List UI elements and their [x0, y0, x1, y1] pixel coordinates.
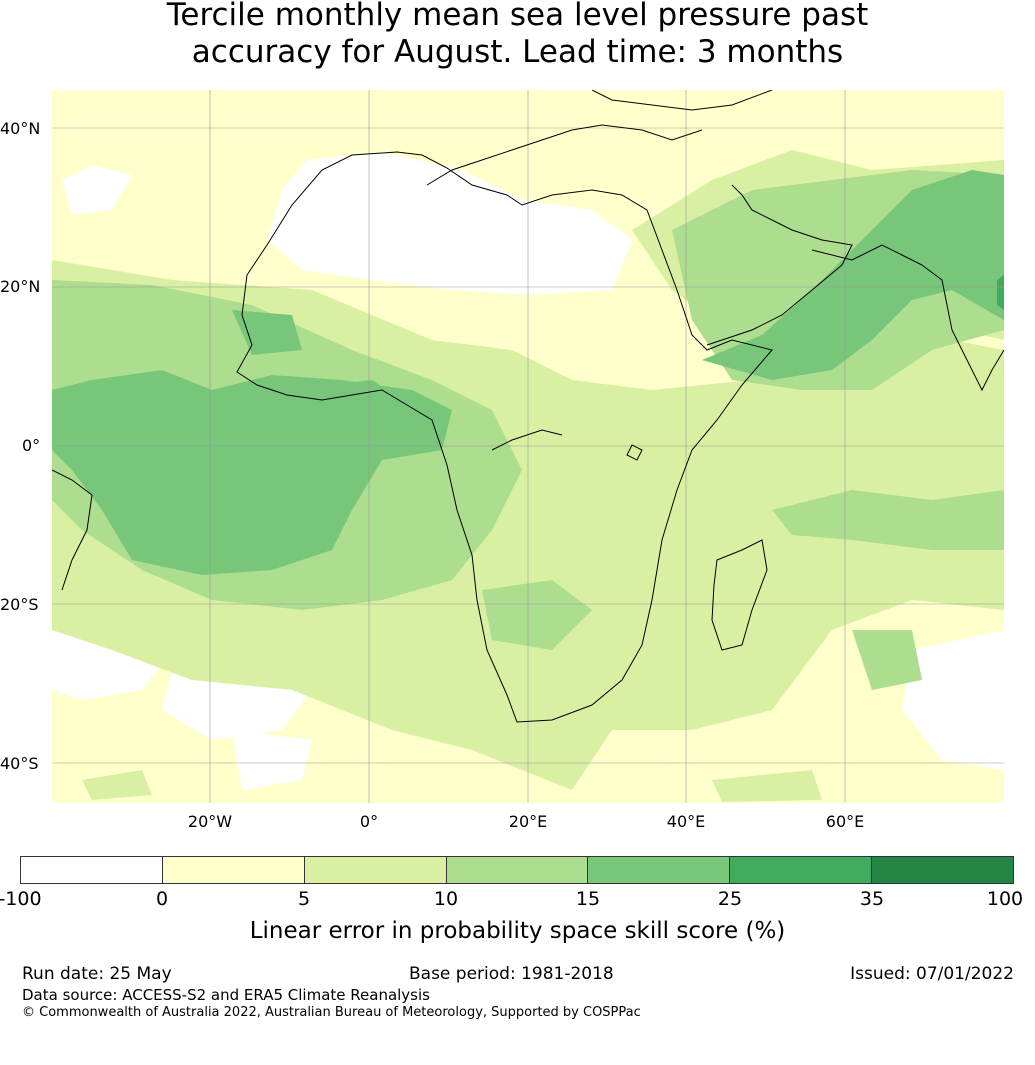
map-title-line-1: Tercile monthly mean sea level pressure …	[166, 0, 869, 33]
lat-label-40n: 40°N	[0, 119, 41, 138]
lon-label-0: 0°	[359, 812, 379, 831]
lat-label-20n: 20°N	[0, 277, 41, 296]
colorbar-tick: 0	[155, 888, 169, 910]
lon-label-20w: 20°W	[187, 812, 233, 831]
data-source: Data source: ACCESS-S2 and ERA5 Climate …	[22, 986, 430, 1004]
colorbar-segment	[588, 857, 731, 883]
graticule	[52, 90, 1004, 803]
colorbar-tick: 100	[986, 888, 1024, 910]
colorbar-segment	[162, 857, 305, 883]
colorbar-tick: 15	[575, 888, 601, 910]
map-title-line-2: accuracy for August. Lead time: 3 months	[191, 34, 844, 70]
lat-label-equator: 0°	[22, 436, 41, 455]
colorbar-label: Linear error in probability space skill …	[249, 918, 786, 944]
colorbar-tick: -100	[0, 888, 42, 910]
lon-label-60e: 60°E	[825, 812, 865, 831]
colorbar-segment	[446, 857, 589, 883]
colorbar	[20, 856, 1014, 884]
lat-label-20s: 20°S	[0, 595, 39, 614]
colorbar-tick: 10	[433, 888, 459, 910]
skill-score-map	[52, 90, 1004, 803]
lon-label-20e: 20°E	[508, 812, 548, 831]
run-date: Run date: 25 May	[22, 964, 172, 984]
colorbar-tick: 25	[717, 888, 743, 910]
coastlines	[52, 90, 1004, 723]
colorbar-segment	[21, 857, 163, 883]
lat-label-40s: 40°S	[0, 754, 39, 773]
base-period: Base period: 1981-2018	[409, 964, 614, 984]
colorbar-segment	[304, 857, 447, 883]
issued-date: Issued: 07/01/2022	[850, 964, 1014, 984]
lon-label-40e: 40°E	[666, 812, 706, 831]
colorbar-tick: 35	[859, 888, 885, 910]
skill-band-25-35	[997, 275, 1004, 310]
skill-band-15-25	[52, 170, 1004, 575]
colorbar-segment	[872, 857, 1014, 883]
colorbar-segment	[730, 857, 873, 883]
colorbar-tick: 5	[297, 888, 311, 910]
copyright: © Commonwealth of Australia 2022, Austra…	[22, 1005, 641, 1020]
